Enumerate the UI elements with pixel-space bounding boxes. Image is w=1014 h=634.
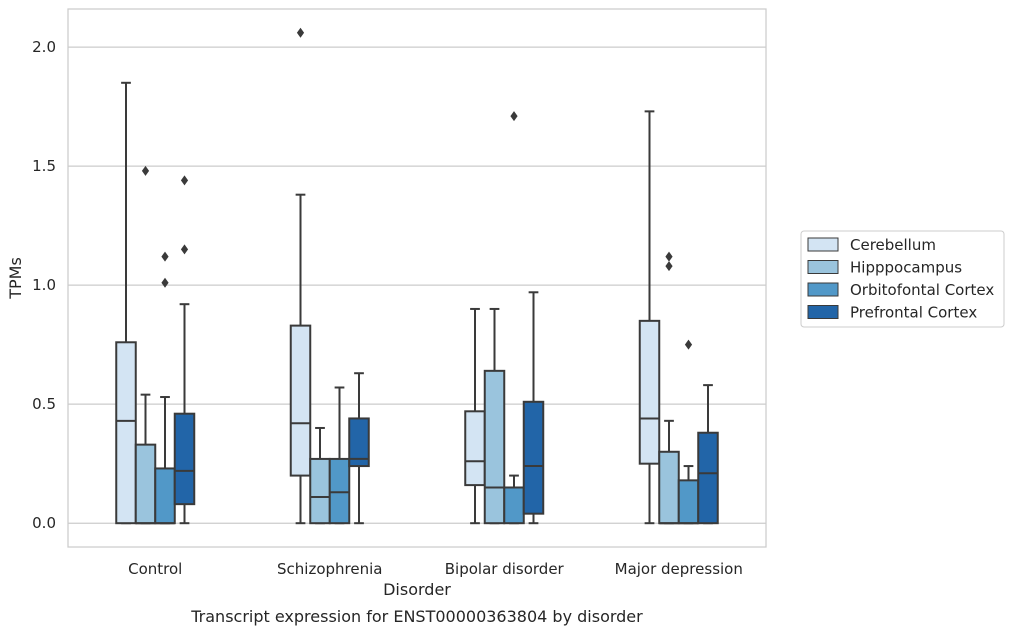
box-iqr [697, 431, 719, 525]
box-hipppocampus-1 [309, 426, 331, 525]
y-tick-label: 0.0 [32, 514, 56, 532]
legend-label: Orbitofontal Cortex [850, 281, 994, 299]
outlier-point [141, 165, 150, 176]
box-iqr [483, 369, 506, 525]
y-tick-label: 0.5 [32, 395, 56, 413]
box-hipppocampus-3 [658, 251, 680, 525]
legend-swatch [807, 237, 839, 252]
outlier-point [180, 175, 189, 186]
box-orbitofontal-cortex-0 [154, 251, 176, 525]
legend-item: Cerebellum [807, 236, 936, 254]
box-iqr [522, 400, 545, 515]
legend-label: Cerebellum [850, 236, 936, 254]
box-orbitofontal-cortex-3 [677, 339, 700, 525]
y-tick-label: 1.5 [32, 157, 56, 175]
y-tick-labels: 0.0 0.5 1.0 1.5 2.0 [32, 38, 56, 532]
legend-label: Hipppocampus [850, 259, 962, 277]
box-hipppocampus-0 [134, 165, 157, 525]
legend-item: Orbitofontal Cortex [807, 281, 994, 299]
legend-label: Prefrontal Cortex [850, 304, 977, 322]
outlier-point [161, 251, 169, 262]
box-iqr [154, 467, 176, 525]
box-cerebellum-3 [638, 110, 661, 525]
outlier-point [510, 111, 518, 122]
outlier-point [180, 244, 189, 255]
y-axis-title: TPMs [6, 257, 25, 300]
legend-item: Hipppocampus [807, 259, 962, 277]
box-layer [115, 27, 719, 525]
box-iqr [115, 341, 137, 525]
box-iqr [134, 443, 157, 525]
box-iqr [289, 324, 312, 477]
box-iqr [328, 457, 351, 525]
outlier-point [665, 261, 673, 272]
box-iqr [638, 319, 661, 465]
box-iqr [464, 410, 486, 487]
y-tick-label: 1.0 [32, 276, 56, 294]
legend-swatch [807, 282, 839, 297]
chart-caption: Transcript expression for ENST0000036380… [190, 607, 643, 626]
box-orbitofontal-cortex-1 [328, 386, 351, 525]
box-iqr [677, 479, 700, 525]
box-prefrontal-cortex-3 [697, 384, 719, 525]
box-iqr [503, 486, 525, 525]
box-iqr [309, 457, 331, 525]
box-orbitofontal-cortex-2 [503, 111, 525, 525]
legend-frame [800, 230, 1005, 328]
x-axis-title: Disorder [383, 580, 451, 599]
outlier-point [161, 277, 169, 288]
legend-items: Cerebellum Hipppocampus Orbitofontal Corte… [807, 236, 994, 322]
outlier-point [684, 339, 693, 350]
outlier-point [665, 251, 673, 262]
box-prefrontal-cortex-1 [348, 372, 370, 525]
x-tick-label: Schizophrenia [277, 560, 382, 578]
outlier-point [296, 27, 305, 38]
legend: Cerebellum Hipppocampus Orbitofontal Corte… [800, 230, 1005, 328]
x-tick-labels: Control Schizophrenia Bipolar disorder Majo… [128, 560, 743, 578]
box-iqr [348, 417, 370, 468]
box-cerebellum-2 [464, 307, 486, 525]
x-tick-label: Major depression [615, 560, 743, 578]
box-hipppocampus-2 [483, 307, 506, 525]
box-cerebellum-1 [289, 27, 312, 525]
legend-swatch [807, 260, 839, 274]
y-tick-label: 2.0 [32, 38, 56, 56]
x-tick-label: Bipolar disorder [445, 560, 565, 578]
plot-frame [67, 8, 767, 548]
box-prefrontal-cortex-2 [522, 291, 545, 525]
x-tick-label: Control [128, 560, 182, 578]
box-cerebellum-0 [115, 81, 137, 525]
box-iqr [658, 450, 680, 525]
legend-swatch [807, 305, 839, 319]
legend-item: Prefrontal Cortex [807, 304, 977, 322]
box-prefrontal-cortex-0 [173, 175, 196, 525]
box-iqr [173, 412, 196, 506]
